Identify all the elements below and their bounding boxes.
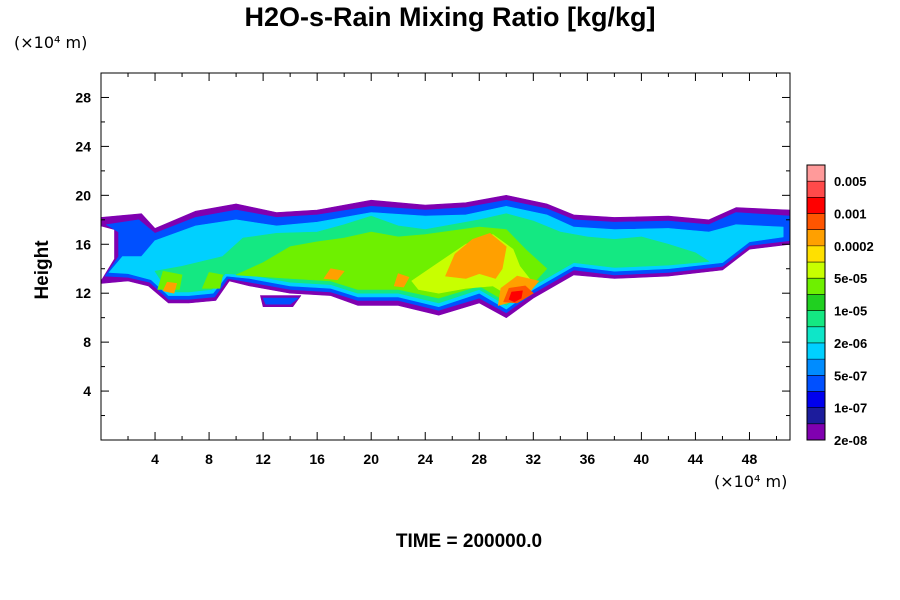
y-tick-label: 16 — [75, 236, 91, 252]
x-tick-label: 44 — [688, 451, 704, 467]
colorbar-swatch — [807, 262, 825, 279]
x-tick-label: 8 — [205, 451, 213, 467]
x-tick-label: 28 — [471, 451, 487, 467]
colorbar-swatch — [807, 326, 825, 344]
field-region-13 — [393, 273, 410, 288]
x-tick-label: 12 — [255, 451, 271, 467]
colorbar-swatch — [807, 423, 825, 441]
x-tick-label: 32 — [526, 451, 542, 467]
x-axis-unit: (×10⁴ m) — [714, 472, 788, 491]
x-tick-label: 20 — [363, 451, 379, 467]
colorbar-swatch — [807, 407, 825, 425]
y-tick-label: 24 — [75, 138, 91, 154]
colorbar-swatch — [807, 181, 825, 198]
y-axis-unit: (×10⁴ m) — [14, 33, 88, 52]
colorbar-frame — [806, 164, 826, 441]
field-region-8 — [202, 272, 223, 289]
colorbar-label: 0.0002 — [834, 239, 874, 254]
colorbar-swatch — [807, 375, 825, 392]
x-tick-label: 48 — [742, 451, 758, 467]
plot-area — [100, 195, 791, 319]
colorbar-swatch — [807, 294, 825, 312]
colorbar: 0.005 0.001 0.0002 5e-05 1e-05 2e-06 5e-07 1e-0… — [806, 164, 874, 448]
field-region-16 — [508, 290, 523, 303]
colorbar-label: 0.001 — [834, 207, 867, 222]
colorbar-label: 5e-05 — [834, 271, 867, 286]
field-region-10 — [445, 233, 507, 279]
colorbar-swatch — [807, 391, 825, 409]
y-tick-label: 12 — [75, 285, 91, 301]
field-region-11 — [162, 281, 177, 294]
field-region-3 — [262, 297, 299, 305]
y-tick-label: 8 — [83, 334, 91, 350]
time-label: TIME = 200000.0 — [395, 531, 543, 552]
y-tick-label: 20 — [75, 187, 91, 203]
colorbar-swatch — [807, 245, 825, 263]
y-tick-label: 28 — [75, 89, 91, 105]
colorbar-swatch — [807, 342, 825, 360]
colorbar-swatch — [807, 197, 825, 215]
x-tick-label: 40 — [634, 451, 650, 467]
colorbar-swatch — [807, 278, 825, 295]
x-tick-label: 36 — [580, 451, 596, 467]
field-region-12 — [323, 268, 345, 281]
colorbar-swatch — [807, 213, 825, 231]
colorbar-swatch — [807, 229, 825, 247]
colorbar-label: 1e-07 — [834, 401, 867, 416]
colorbar-swatch — [807, 359, 825, 376]
colorbar-label: 0.005 — [834, 174, 867, 189]
colorbar-swatch — [807, 165, 825, 182]
chart-title: H2O-s-Rain Mixing Ratio [kg/kg] — [244, 2, 656, 32]
plot-frame — [100, 72, 791, 441]
colorbar-label: 1e-05 — [834, 304, 867, 319]
colorbar-swatch — [807, 310, 825, 328]
y-tick-label: 4 — [83, 383, 91, 399]
x-tick-label: 16 — [309, 451, 325, 467]
x-tick-label: 4 — [151, 451, 159, 467]
colorbar-label: 2e-06 — [834, 336, 867, 351]
colorbar-label: 2e-08 — [834, 433, 867, 448]
x-tick-label: 24 — [417, 451, 433, 467]
colorbar-label: 5e-07 — [834, 368, 867, 383]
